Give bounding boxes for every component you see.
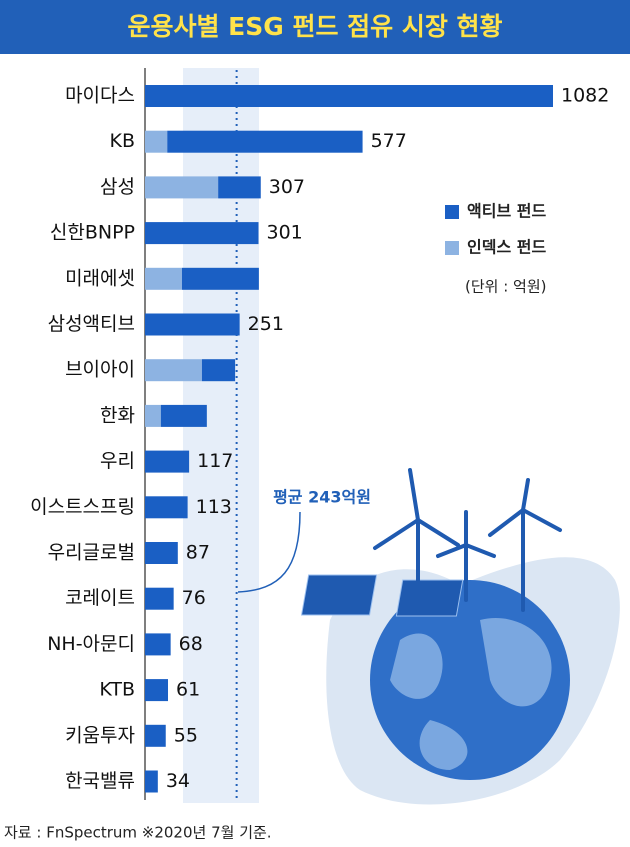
bar-segment [201, 359, 236, 382]
category-label: 미래에셋 [65, 267, 135, 289]
legend-swatch [445, 205, 459, 219]
category-label: 한국밸류 [65, 770, 135, 792]
solar-panel [300, 574, 378, 616]
category-label: KTB [99, 679, 135, 701]
total-label: 251 [248, 313, 284, 335]
category-label: 한화 [100, 404, 135, 426]
total-label: 117 [197, 450, 233, 472]
category-label: 삼성액티브 [48, 313, 135, 335]
bar-segment [218, 176, 261, 199]
bar-segment [145, 542, 178, 564]
bar-segment [145, 633, 171, 656]
category-label: NH-아문디 [47, 633, 135, 655]
category-label: 브이아이 [65, 359, 135, 381]
category-label: 코레이트 [65, 587, 135, 609]
bar-segment [145, 679, 169, 702]
bar-segment [145, 267, 182, 290]
legend-label: 액티브 펀드 [467, 202, 546, 221]
bar-segment [145, 587, 174, 610]
bar-segment [145, 130, 168, 153]
category-label: 이스트스프링 [30, 496, 135, 518]
bar-segment [145, 496, 188, 519]
total-label: 87 [186, 542, 210, 564]
bar-segment [160, 404, 207, 427]
category-label: 우리 [100, 450, 135, 472]
bar-segment [145, 770, 158, 793]
legend-swatch [445, 241, 459, 255]
total-label: 34 [166, 770, 190, 792]
unit-note: (단위 : 억원) [465, 278, 547, 296]
category-label: 우리글로벌 [48, 542, 135, 564]
solar-panel [395, 579, 464, 617]
bar-segment [145, 85, 553, 107]
category-label: KB [110, 130, 136, 152]
bar-segment [145, 404, 161, 427]
category-label: 삼성 [100, 176, 135, 198]
bar-segment [145, 724, 166, 747]
chart-title: 운용사별 ESG 펀드 점유 시장 현황 [127, 12, 502, 41]
total-label: 68 [179, 633, 203, 655]
category-label: 마이다스 [65, 85, 135, 107]
total-label: 76 [182, 587, 206, 609]
total-label: 113 [196, 496, 232, 518]
bar-segment [145, 222, 259, 245]
total-label: 55 [174, 724, 198, 746]
illustration [300, 468, 620, 805]
bar-segment [145, 176, 219, 199]
bar-segment [145, 313, 240, 336]
annotation-leader [237, 511, 301, 593]
total-label: 1082 [561, 85, 609, 107]
source: 자료 : FnSpectrum ※2020년 7월 기준. [4, 824, 272, 842]
bar-segment [145, 450, 190, 473]
bar-segment [167, 130, 363, 153]
bar-segment [145, 359, 202, 382]
total-label: 61 [176, 679, 200, 701]
bar-segment [181, 267, 259, 290]
total-label: 577 [371, 130, 407, 152]
average-annotation: 평균 243억원 [273, 488, 371, 507]
total-label: 307 [269, 176, 305, 198]
category-label: 신한BNPP [50, 222, 135, 244]
total-label: 301 [267, 222, 303, 244]
continents [390, 618, 552, 770]
category-label: 키움투자 [65, 724, 135, 746]
legend-label: 인덱스 펀드 [467, 238, 546, 257]
title-band [0, 0, 630, 54]
